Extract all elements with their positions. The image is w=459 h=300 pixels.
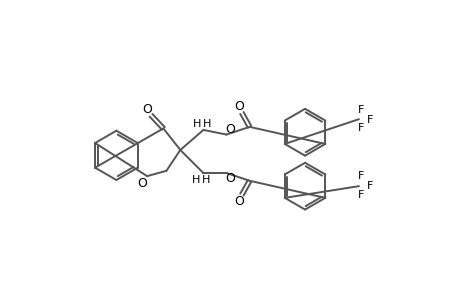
Text: O: O <box>225 172 235 185</box>
Text: O: O <box>234 195 244 208</box>
Text: F: F <box>357 171 364 181</box>
Text: O: O <box>142 103 152 116</box>
Text: F: F <box>357 123 364 134</box>
Text: H: H <box>202 119 211 129</box>
Text: F: F <box>367 115 373 125</box>
Text: F: F <box>367 181 373 191</box>
Text: H: H <box>193 119 201 129</box>
Text: O: O <box>225 123 235 136</box>
Text: F: F <box>357 190 364 200</box>
Text: O: O <box>234 100 244 113</box>
Text: F: F <box>357 105 364 115</box>
Text: H: H <box>202 175 210 185</box>
Text: H: H <box>191 175 200 185</box>
Text: O: O <box>137 177 147 190</box>
